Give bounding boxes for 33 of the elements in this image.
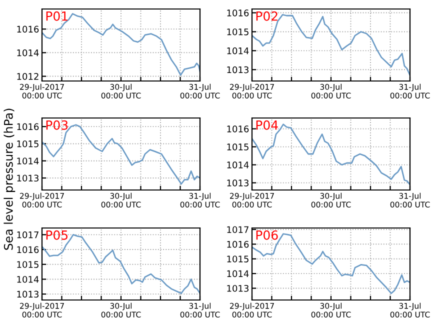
y-tick-label: 1013 [17,174,38,182]
y-tick-label: 1017 [227,226,248,234]
y-axis-title: Sea level pressure (hPa) [4,108,16,250]
y-tick-label: 1015 [227,256,248,262]
y-tick-label: 1015 [17,140,38,148]
y-tick-label: 1014 [227,162,249,168]
y-tick-label: 1016 [17,123,39,130]
chart-title: P03 [46,120,68,130]
y-tick-label: 1013 [227,180,248,186]
chart-title: P06 [256,230,278,240]
y-tick-label: 1014 [17,158,39,164]
chart-title: P05 [46,230,68,240]
y-tick-label: 1013 [17,290,38,298]
chart-title: P04 [256,120,278,130]
line-series [42,13,200,76]
y-tick-label: 1014 [227,47,249,54]
y-tick-label: 1016 [227,240,249,248]
y-tick-label: 1014 [17,276,39,283]
y-tick-label: 1016 [17,246,39,254]
y-tick-label: 1015 [17,261,38,268]
y-tick-label: 1017 [17,231,38,238]
y-tick-label: 1013 [227,66,248,74]
y-tick-label: 1015 [227,28,248,36]
y-tick-label: 1016 [17,26,39,33]
y-tick-label: 1014 [227,270,249,278]
y-tick-label: 1014 [17,49,39,56]
y-tick-label: 1016 [227,126,249,132]
chart-title: P01 [46,11,68,21]
y-tick-label: 1016 [227,10,249,16]
y-tick-label: 1015 [227,144,248,150]
y-tick-label: 1012 [17,73,38,80]
chart-title: P02 [256,11,278,21]
y-tick-label: 1013 [227,284,248,292]
